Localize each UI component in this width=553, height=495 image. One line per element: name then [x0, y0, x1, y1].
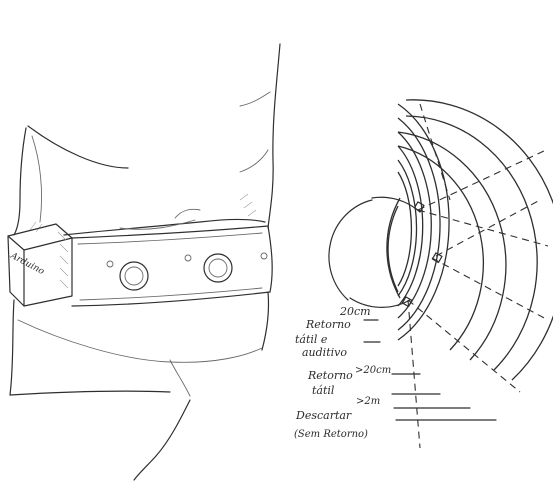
zone-1-label-line-3: auditivo: [302, 346, 347, 359]
torso-sketch: [9, 43, 281, 481]
arduino-box: [7, 223, 73, 307]
zone-1-label-line-2: tátil e: [295, 333, 328, 346]
sensor-button-left: [119, 261, 149, 291]
sensor-field-diagram: [328, 99, 553, 449]
zone-1-label-line-1: Retorno: [306, 318, 351, 331]
zone-2-label-line-1: Retorno: [308, 369, 353, 382]
belt: [71, 225, 273, 307]
zone-2-label-line-2: tátil: [312, 384, 335, 397]
zone-3-label-line-1: Descartar: [296, 409, 352, 422]
zone-1-distance: 20cm: [340, 305, 371, 318]
zone-2-distance: >20cm: [355, 365, 392, 376]
sensor-button-right: [203, 253, 233, 283]
zone-3-distance: >2m: [356, 396, 381, 407]
zone-3-label-line-2: (Sem Retorno): [294, 429, 368, 440]
